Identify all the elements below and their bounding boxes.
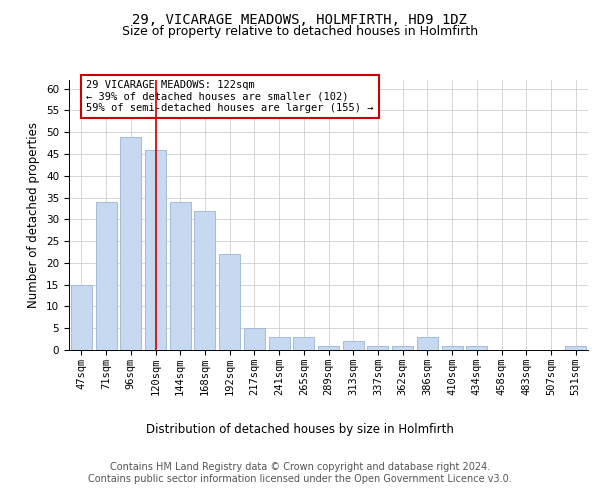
Bar <box>392 346 413 350</box>
Bar <box>170 202 191 350</box>
Bar <box>293 337 314 350</box>
Bar <box>466 346 487 350</box>
Text: 29, VICARAGE MEADOWS, HOLMFIRTH, HD9 1DZ: 29, VICARAGE MEADOWS, HOLMFIRTH, HD9 1DZ <box>133 12 467 26</box>
Bar <box>367 346 388 350</box>
Bar <box>145 150 166 350</box>
Bar <box>244 328 265 350</box>
Bar <box>442 346 463 350</box>
Bar <box>565 346 586 350</box>
Bar <box>318 346 339 350</box>
Bar <box>417 337 438 350</box>
Text: 29 VICARAGE MEADOWS: 122sqm
← 39% of detached houses are smaller (102)
59% of se: 29 VICARAGE MEADOWS: 122sqm ← 39% of det… <box>86 80 374 113</box>
Text: Contains HM Land Registry data © Crown copyright and database right 2024.
Contai: Contains HM Land Registry data © Crown c… <box>88 462 512 484</box>
Bar <box>194 210 215 350</box>
Bar <box>71 284 92 350</box>
Y-axis label: Number of detached properties: Number of detached properties <box>28 122 40 308</box>
Text: Distribution of detached houses by size in Holmfirth: Distribution of detached houses by size … <box>146 422 454 436</box>
Text: Size of property relative to detached houses in Holmfirth: Size of property relative to detached ho… <box>122 25 478 38</box>
Bar <box>95 202 116 350</box>
Bar <box>219 254 240 350</box>
Bar <box>343 342 364 350</box>
Bar <box>269 337 290 350</box>
Bar <box>120 136 141 350</box>
